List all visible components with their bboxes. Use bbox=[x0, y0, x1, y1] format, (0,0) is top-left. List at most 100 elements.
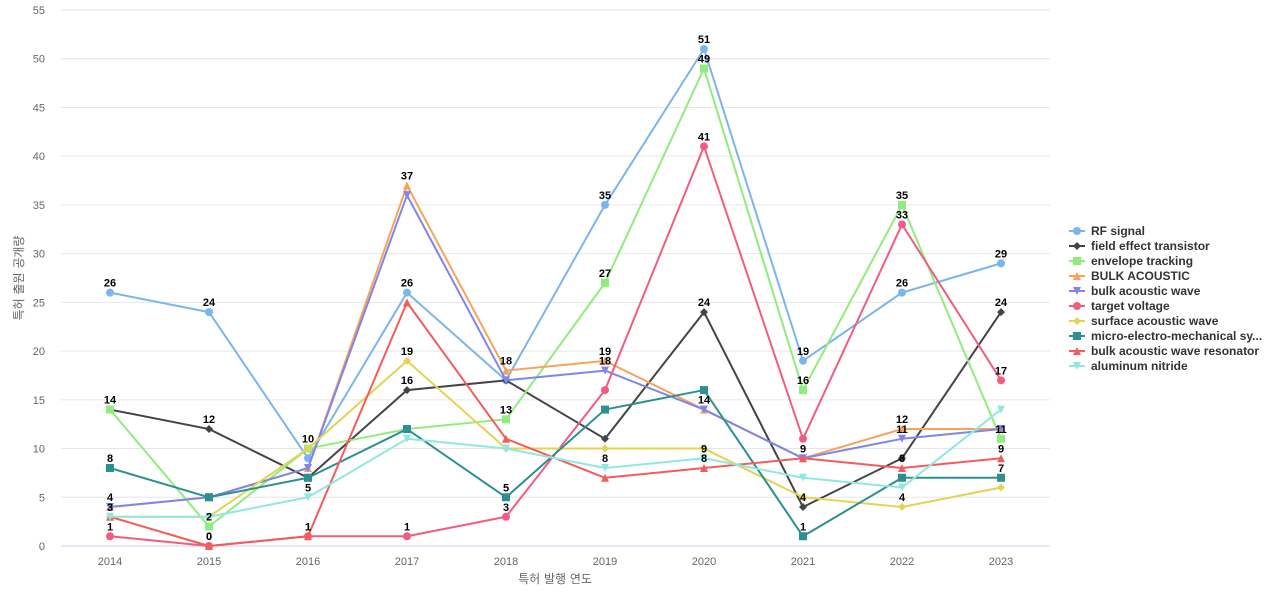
data-point[interactable] bbox=[799, 473, 807, 482]
data-point[interactable] bbox=[601, 434, 609, 443]
data-point[interactable] bbox=[700, 142, 708, 151]
data-point[interactable] bbox=[304, 473, 312, 482]
legend-label: BULK ACOUSTIC bbox=[1091, 268, 1190, 283]
data-point[interactable] bbox=[304, 532, 312, 541]
data-point[interactable] bbox=[700, 44, 708, 53]
data-point[interactable] bbox=[106, 512, 114, 521]
data-point[interactable] bbox=[898, 464, 906, 473]
data-point[interactable] bbox=[799, 356, 807, 365]
data-point[interactable] bbox=[997, 473, 1005, 482]
data-point[interactable] bbox=[601, 386, 609, 395]
data-point[interactable] bbox=[106, 288, 114, 297]
data-point[interactable] bbox=[403, 191, 411, 200]
data-point[interactable] bbox=[700, 464, 708, 473]
data-point[interactable] bbox=[205, 522, 213, 531]
data-labels-layer: 2624263551192629121624424142101327491635… bbox=[104, 34, 1008, 543]
data-point[interactable] bbox=[601, 444, 609, 453]
legend-item[interactable]: bulk acoustic wave bbox=[1068, 283, 1262, 298]
legend-item[interactable]: aluminum nitride bbox=[1068, 358, 1262, 373]
data-point[interactable] bbox=[304, 444, 312, 453]
data-point[interactable] bbox=[700, 444, 708, 453]
legend-item[interactable]: RF signal bbox=[1068, 223, 1262, 238]
data-point[interactable] bbox=[502, 444, 510, 453]
data-point[interactable] bbox=[601, 464, 609, 473]
legend-item[interactable]: surface acoustic wave bbox=[1068, 313, 1262, 328]
series-0 bbox=[106, 44, 1005, 463]
data-point[interactable] bbox=[700, 308, 708, 317]
data-point[interactable] bbox=[997, 376, 1005, 385]
legend-item[interactable]: bulk acoustic wave resonator bbox=[1068, 343, 1262, 358]
data-point[interactable] bbox=[403, 298, 411, 307]
data-point[interactable] bbox=[403, 288, 411, 297]
data-point[interactable] bbox=[799, 454, 807, 463]
data-point[interactable] bbox=[898, 425, 906, 434]
data-point[interactable] bbox=[799, 434, 807, 443]
data-point[interactable] bbox=[403, 425, 411, 434]
legend-item[interactable]: micro-electro-mechanical sy... bbox=[1068, 328, 1262, 343]
data-point[interactable] bbox=[601, 473, 609, 482]
data-point[interactable] bbox=[601, 278, 609, 287]
legend-item[interactable]: field effect transistor bbox=[1068, 238, 1262, 253]
data-point[interactable] bbox=[106, 405, 114, 414]
data-point[interactable] bbox=[898, 483, 906, 492]
data-point[interactable] bbox=[898, 503, 906, 512]
data-point[interactable] bbox=[997, 454, 1005, 463]
x-axis-ticks: 2014 2015 2016 2017 2018 2019 2020 2021 2022 2023 bbox=[98, 556, 1013, 568]
data-point[interactable] bbox=[205, 308, 213, 317]
data-point[interactable] bbox=[502, 512, 510, 521]
data-point[interactable] bbox=[106, 503, 114, 512]
data-point[interactable] bbox=[898, 288, 906, 297]
data-point[interactable] bbox=[799, 503, 807, 512]
legend-marker-icon bbox=[1069, 316, 1085, 325]
data-point[interactable] bbox=[403, 532, 411, 541]
data-point[interactable] bbox=[799, 493, 807, 502]
legend-item[interactable]: envelope tracking bbox=[1068, 253, 1262, 268]
data-point[interactable] bbox=[205, 493, 213, 502]
data-point[interactable] bbox=[403, 434, 411, 443]
data-point[interactable] bbox=[799, 532, 807, 541]
data-point[interactable] bbox=[997, 483, 1005, 492]
data-point[interactable] bbox=[997, 425, 1005, 434]
data-point[interactable] bbox=[997, 308, 1005, 317]
data-point[interactable] bbox=[304, 493, 312, 502]
data-point[interactable] bbox=[700, 386, 708, 395]
data-point[interactable] bbox=[106, 464, 114, 473]
data-point[interactable] bbox=[502, 366, 510, 375]
data-point[interactable] bbox=[403, 181, 411, 190]
data-point[interactable] bbox=[205, 425, 213, 434]
data-point[interactable] bbox=[601, 405, 609, 414]
x-tick-label: 2018 bbox=[494, 556, 518, 568]
legend-label: RF signal bbox=[1091, 223, 1146, 238]
data-point[interactable] bbox=[601, 200, 609, 209]
data-point[interactable] bbox=[403, 386, 411, 395]
data-point[interactable] bbox=[502, 493, 510, 502]
legend-label: micro-electro-mechanical sy... bbox=[1091, 328, 1263, 343]
data-point[interactable] bbox=[502, 376, 510, 385]
data-point[interactable] bbox=[898, 220, 906, 229]
data-point bbox=[1073, 286, 1081, 295]
data-point[interactable] bbox=[502, 415, 510, 424]
data-point[interactable] bbox=[205, 512, 213, 521]
data-point[interactable] bbox=[700, 64, 708, 73]
data-point[interactable] bbox=[898, 473, 906, 482]
data-point[interactable] bbox=[898, 200, 906, 209]
data-label: 1 bbox=[305, 521, 311, 533]
data-point[interactable] bbox=[997, 434, 1005, 443]
data-point[interactable] bbox=[403, 356, 411, 365]
data-point[interactable] bbox=[997, 259, 1005, 268]
data-point[interactable] bbox=[106, 532, 114, 541]
data-point[interactable] bbox=[700, 454, 708, 463]
data-point[interactable] bbox=[799, 386, 807, 395]
y-tick-label: 30 bbox=[33, 249, 45, 261]
data-point[interactable] bbox=[898, 454, 906, 463]
legend-item[interactable]: target voltage bbox=[1068, 298, 1262, 313]
data-point[interactable] bbox=[997, 405, 1005, 414]
data-point[interactable] bbox=[502, 434, 510, 443]
data-point[interactable] bbox=[601, 356, 609, 365]
data-point[interactable] bbox=[898, 434, 906, 443]
data-point[interactable] bbox=[205, 542, 213, 550]
data-point[interactable] bbox=[304, 464, 312, 473]
legend-item[interactable]: BULK ACOUSTIC bbox=[1068, 268, 1262, 283]
data-point[interactable] bbox=[700, 405, 708, 414]
data-point[interactable] bbox=[601, 366, 609, 375]
